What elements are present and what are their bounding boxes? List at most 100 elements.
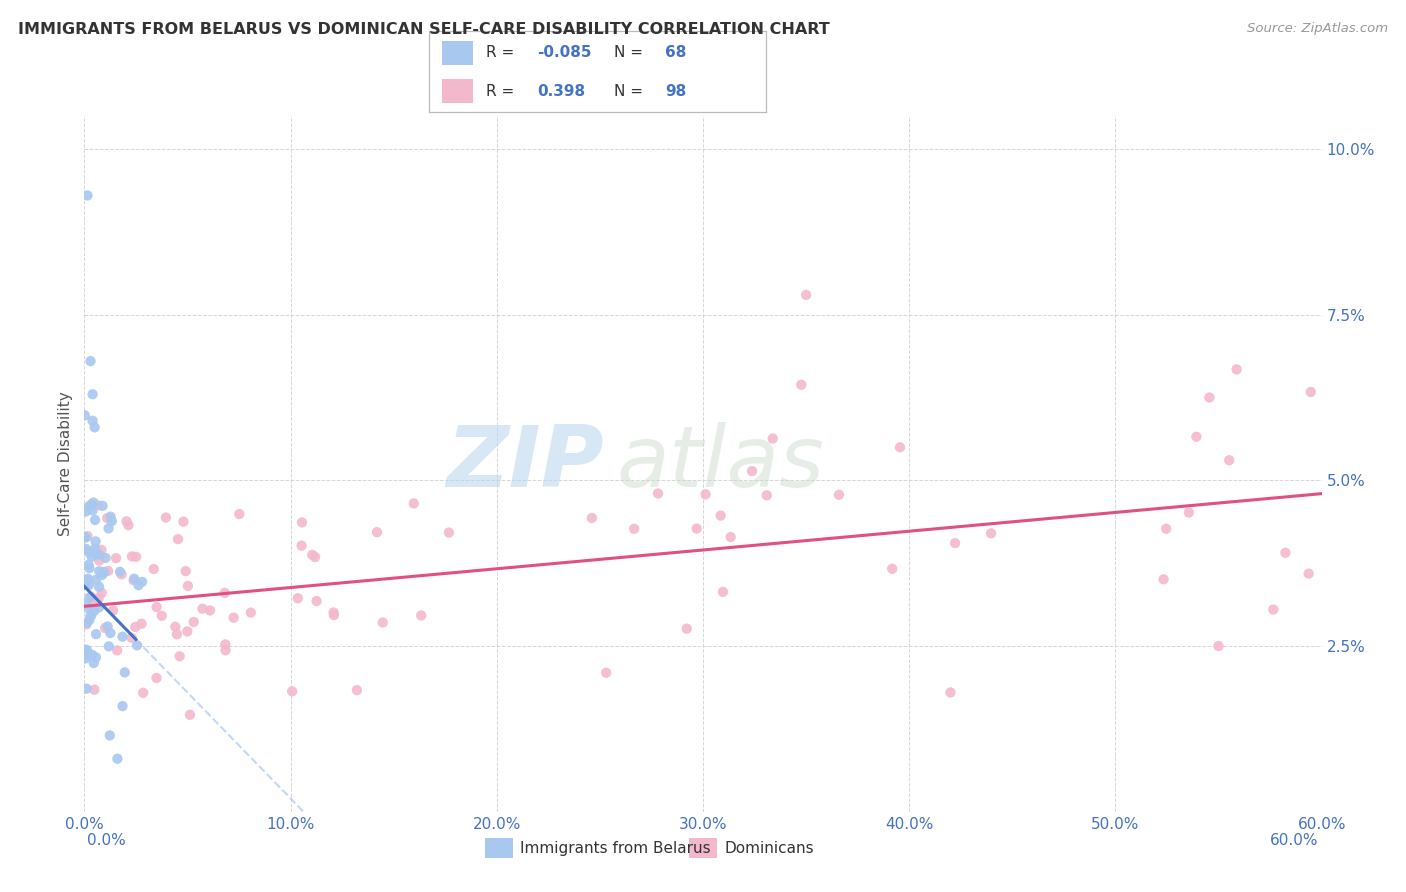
Point (165, 620, 187, 634)
Point (675, 622, 697, 636)
Point (623, 522, 645, 536)
Point (76, 601, 98, 615)
Point (943, 536, 966, 550)
Point (77, 500, 100, 514)
Point (117, 518, 139, 533)
Point (131, 574, 153, 589)
Point (87, 600, 110, 615)
Point (291, 516, 314, 530)
Point (80, 648, 103, 662)
Point (125, 549, 148, 564)
Point (198, 603, 221, 617)
Point (305, 594, 328, 608)
Point (80, 545, 103, 559)
Point (89, 553, 111, 567)
Point (980, 526, 1002, 541)
Point (76, 572, 98, 586)
Point (75, 541, 97, 556)
Point (79, 354, 101, 368)
Point (741, 464, 763, 478)
Point (107, 752, 129, 766)
Point (73, 651, 96, 665)
Point (755, 488, 778, 502)
Point (287, 591, 309, 606)
Point (581, 511, 603, 525)
Point (73, 530, 96, 544)
Point (94, 621, 117, 635)
Point (105, 643, 128, 657)
Point (124, 620, 146, 634)
Text: atlas: atlas (616, 422, 824, 506)
Point (304, 549, 326, 564)
Point (191, 601, 214, 615)
FancyBboxPatch shape (443, 41, 472, 65)
Point (84, 541, 107, 556)
Point (142, 562, 165, 576)
Point (97, 521, 120, 535)
Point (828, 488, 851, 502)
Point (882, 562, 904, 576)
Point (84, 513, 107, 527)
Point (122, 574, 145, 588)
Point (720, 530, 742, 544)
Point (1274, 546, 1296, 560)
Point (94, 550, 117, 565)
Point (75, 597, 97, 611)
Point (150, 608, 173, 623)
Point (214, 637, 236, 651)
Point (76, 188, 98, 202)
Point (323, 608, 346, 623)
Text: 60.0%: 60.0% (1271, 833, 1319, 847)
Text: N =: N = (614, 84, 648, 99)
Y-axis label: Self-Care Disability: Self-Care Disability (58, 392, 73, 536)
Point (214, 643, 236, 657)
Point (77, 545, 100, 559)
Point (86, 547, 108, 561)
Point (82, 495, 104, 509)
Text: 98: 98 (665, 84, 686, 99)
Point (155, 510, 177, 524)
Point (1218, 453, 1240, 467)
Point (1226, 362, 1249, 376)
Point (75, 642, 97, 657)
Point (145, 600, 167, 615)
Point (89, 564, 111, 578)
Point (76, 681, 98, 696)
Point (84, 650, 107, 665)
Point (84, 534, 107, 549)
Point (97, 619, 120, 633)
Point (83, 682, 105, 697)
Point (73, 578, 96, 592)
Text: R =: R = (486, 45, 519, 61)
Point (101, 514, 124, 528)
Text: 68: 68 (665, 45, 686, 61)
Point (939, 685, 962, 699)
Point (76, 574, 98, 588)
Point (790, 377, 813, 392)
Point (685, 522, 707, 536)
Point (83, 656, 105, 670)
Point (84, 627, 107, 641)
Point (595, 665, 617, 680)
Point (177, 579, 200, 593)
Point (145, 671, 167, 685)
Text: ZIP: ZIP (446, 422, 605, 506)
Point (322, 606, 344, 620)
Point (301, 548, 323, 562)
Point (90, 542, 112, 557)
Point (132, 686, 155, 700)
Point (179, 707, 201, 722)
Point (111, 699, 134, 714)
Point (176, 624, 198, 639)
Point (80, 549, 103, 564)
Point (111, 630, 134, 644)
Point (1185, 430, 1208, 444)
Point (87, 499, 110, 513)
Point (437, 525, 460, 540)
Point (84, 573, 107, 587)
Point (80, 590, 103, 604)
Point (228, 507, 250, 521)
Point (695, 487, 717, 501)
Text: IMMIGRANTS FROM BELARUS VS DOMINICAN SELF-CARE DISABILITY CORRELATION CHART: IMMIGRANTS FROM BELARUS VS DOMINICAN SEL… (18, 22, 830, 37)
Point (75, 531, 97, 545)
